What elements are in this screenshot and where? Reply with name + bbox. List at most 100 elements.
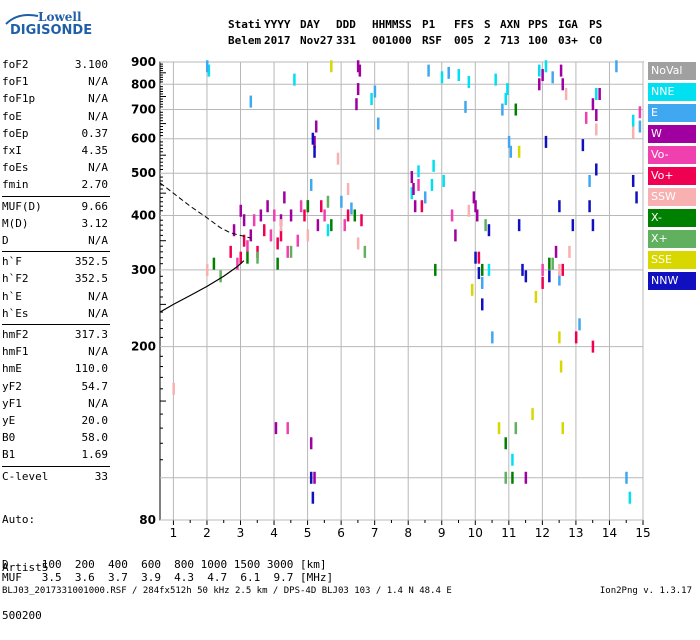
legend-item-e: E — [648, 104, 696, 122]
param-row: yF1 N/A — [2, 395, 108, 412]
param-value: N/A — [88, 289, 108, 303]
echo-point-w — [313, 135, 316, 148]
param-name: foF1p — [2, 92, 36, 106]
echo-point-w — [410, 171, 414, 184]
x-tick-label: 9 — [438, 526, 446, 540]
param-row: MUF(D) 9.66 — [2, 198, 108, 215]
param-row: h`Es N/A — [2, 305, 108, 322]
echo-point-ssw — [279, 219, 283, 232]
param-row: hmF2 317.3 — [2, 326, 108, 343]
param-name: h`F2 — [2, 272, 29, 286]
param-value: 0.37 — [81, 126, 109, 140]
echo-point-w — [595, 109, 598, 122]
param-name: foF1 — [2, 75, 29, 89]
echo-point-ssw — [336, 152, 340, 165]
echo-point-vo- — [417, 178, 420, 191]
param-value: N/A — [88, 396, 108, 410]
echo-point-vo- — [346, 209, 350, 222]
param-value: 3.12 — [81, 216, 109, 230]
echo-point-x- — [481, 263, 484, 276]
echo-point-x- — [511, 471, 514, 484]
echo-point-e — [464, 100, 467, 113]
header-row2-cell: 331 — [336, 34, 356, 47]
x-tick-label: 10 — [468, 526, 483, 540]
echo-point-x- — [326, 195, 330, 208]
param-name: D — [2, 234, 9, 247]
logo-swoosh-icon — [5, 14, 39, 25]
echo-point-nne — [487, 263, 491, 276]
echo-point-e — [309, 178, 313, 191]
legend-item-vo-: Vo- — [648, 146, 696, 164]
echo-point-nnw — [524, 270, 528, 283]
echo-point-x- — [212, 257, 216, 270]
echo-point-w — [232, 224, 236, 237]
x-tick-label: 11 — [501, 526, 516, 540]
param-row: foEs N/A — [2, 159, 108, 176]
echo-point-vo- — [286, 245, 289, 258]
header-row2-cell: 100 — [528, 34, 548, 47]
header-row2-cell: 2 — [484, 34, 491, 47]
param-row: B0 58.0 — [2, 429, 108, 446]
y-tick-label: 900 — [131, 55, 156, 69]
echo-point-x- — [219, 270, 222, 283]
x-tick-label: 4 — [270, 526, 278, 540]
param-name: fmin — [2, 178, 29, 192]
echo-point-w — [472, 191, 476, 204]
param-name: fxI — [2, 144, 22, 157]
header-row2-cell: 2017 — [264, 34, 291, 47]
echo-point-vo- — [269, 229, 273, 242]
echo-point-x- — [551, 257, 554, 270]
param-name: MUF(D) — [2, 199, 42, 213]
echo-point-vo- — [296, 234, 300, 247]
echo-point-e — [447, 66, 450, 79]
echo-point-e — [423, 191, 427, 204]
echo-point-vo- — [239, 251, 242, 264]
echo-point-nne — [504, 93, 507, 106]
echo-point-e — [509, 145, 513, 158]
param-name: yE — [2, 414, 16, 427]
param-value: 33 — [94, 469, 108, 483]
echo-point-vo- — [323, 209, 326, 222]
header-row1-cell: PPS — [528, 18, 548, 31]
param-row: B1 1.69 — [2, 446, 108, 463]
echo-point-nnw — [481, 298, 484, 311]
param-name: B1 — [2, 448, 16, 462]
echo-point-vo- — [303, 209, 306, 222]
param-value: N/A — [88, 75, 108, 89]
echo-point-nnw — [477, 267, 481, 280]
y-tick-label: 700 — [131, 103, 156, 117]
echo-point-x- — [504, 471, 507, 484]
param-row: hmF1 N/A — [2, 343, 108, 360]
echo-point-nne — [467, 75, 471, 88]
echo-point-ssw — [356, 237, 360, 250]
param-row: yF2 54.7 — [2, 378, 108, 395]
echo-point-vo- — [236, 257, 239, 270]
echo-point-sse — [330, 60, 333, 73]
echo-point-vo- — [262, 224, 266, 237]
x-tick-label: 5 — [304, 526, 312, 540]
echo-point-e — [491, 331, 494, 344]
echo-point-vo- — [252, 214, 256, 227]
echo-point-nne — [595, 87, 598, 100]
param-divider — [2, 251, 110, 253]
param-name: foF2 — [2, 58, 29, 71]
echo-point-w — [561, 78, 564, 91]
echo-point-vo- — [320, 200, 323, 213]
param-name: h`E — [2, 289, 22, 303]
echo-point-nne — [430, 178, 434, 191]
echo-point-x- — [246, 251, 249, 264]
echo-point-nnw — [521, 263, 524, 276]
echo-point-e — [340, 195, 343, 208]
echo-point-ssw — [306, 229, 310, 242]
y-tick-label: 600 — [131, 132, 156, 146]
echo-point-nnw — [311, 491, 315, 504]
echo-point-vo- — [299, 200, 303, 213]
echo-point-vo- — [574, 331, 578, 344]
y-tick-label: 800 — [131, 77, 156, 91]
echo-point-e — [551, 71, 554, 84]
echo-point-w — [313, 471, 316, 484]
header-row1-cell: FFS — [454, 18, 474, 31]
echo-point-x- — [256, 251, 259, 264]
echo-point-nnw — [588, 200, 591, 213]
x-tick-label: 3 — [237, 526, 245, 540]
